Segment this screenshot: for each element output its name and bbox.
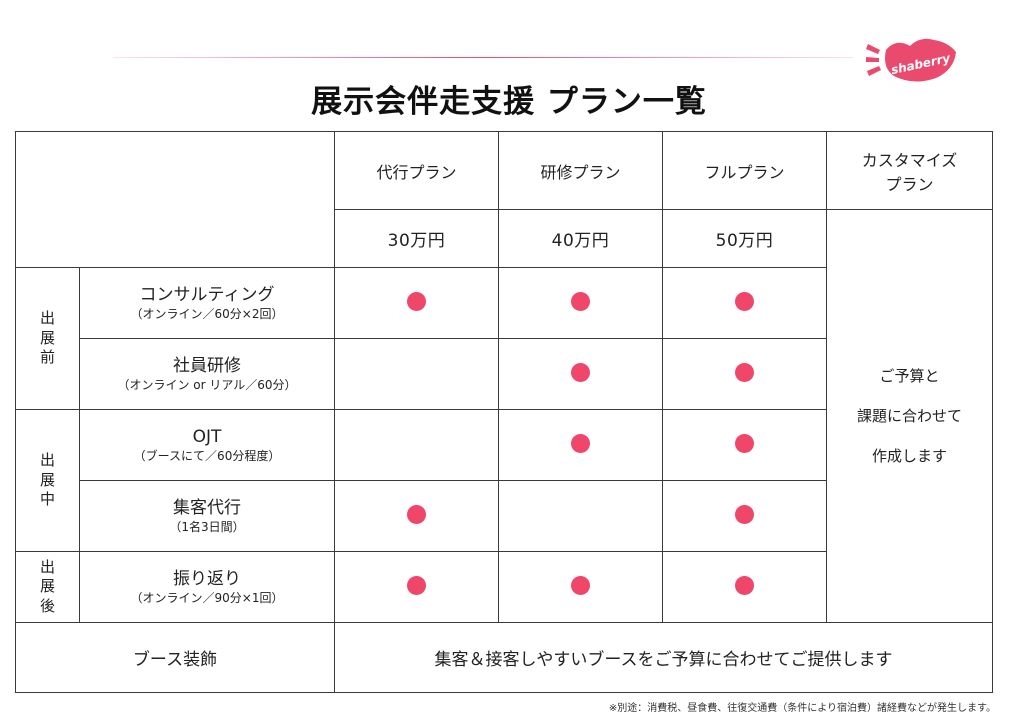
footnote: ※別途：消費税、昼食費、往復交通費（条件により宿泊費）諸経費などが発生します。 (608, 703, 996, 714)
included-mark (571, 362, 590, 382)
mark-cell (498, 409, 663, 481)
included-mark (571, 575, 590, 595)
included-mark (407, 291, 426, 311)
service-detail: （オンライン／90分×1回） (130, 590, 284, 605)
shaberry-logo: shaberry (866, 38, 956, 82)
included-mark (571, 433, 590, 453)
plan-name-cell: 代行プラン (334, 131, 499, 210)
phase-label: 出展中 (39, 451, 55, 509)
included-mark (735, 362, 754, 382)
phase-cell: 出展中 (15, 409, 80, 552)
price-cell: 30万円 (334, 209, 499, 268)
included-mark (735, 291, 754, 311)
included-mark (735, 433, 754, 453)
mark-cell (334, 267, 499, 339)
plan-name-cell: フルプラン (662, 131, 827, 210)
plan-price: 40万円 (551, 231, 610, 251)
plan-price: 30万円 (387, 231, 446, 251)
price-row: 30万円 40万円 50万円 ご予算と 課題に合わせて 作成します (16, 209, 993, 623)
mark-cell (662, 409, 827, 481)
mark-cell (498, 480, 663, 552)
included-mark (735, 575, 754, 595)
plan-table: 代行プラン 研修プラン フルプラン カスタマイズ プラン 30万円 40万円 5… (15, 131, 993, 693)
service-cell: 社員研修 （オンライン or リアル／60分） (79, 338, 335, 410)
booth-row: ブース装飾 集客＆接客しやすいブースをご予算に合わせてご提供します (15, 622, 993, 693)
custom-description-line: 作成します (871, 447, 947, 465)
service-cell: 集客代行 （1名3日間） (79, 480, 335, 552)
mark-cell (334, 338, 499, 410)
custom-plan-description: ご予算と 課題に合わせて 作成します (827, 356, 992, 476)
phase-cell: 出展後 (15, 551, 80, 623)
service-row: 集客代行 （1名3日間） (16, 480, 993, 552)
plan-name-cell: 研修プラン (498, 131, 663, 210)
included-mark (407, 504, 426, 524)
mark-cell (498, 551, 663, 623)
custom-plan-name: カスタマイズ (861, 150, 958, 170)
mark-cell (334, 551, 499, 623)
service-row: 出展前 コンサルティング （オンライン／60分×2回） (15, 267, 993, 410)
mark-cell (662, 480, 827, 552)
mark-cell (662, 338, 827, 410)
plan-name: 研修プラン (540, 162, 621, 182)
service-detail: （1名3日間） (169, 519, 245, 534)
service-row: 出展中 OJT （ブースにて／60分程度） (15, 409, 993, 552)
plan-name: 代行プラン (376, 162, 457, 182)
service-cell: OJT （ブースにて／60分程度） (79, 409, 335, 481)
service-name: 振り返り (173, 568, 241, 589)
service-name: OJT (192, 426, 222, 447)
mark-cell (498, 338, 663, 410)
booth-description: 集客＆接客しやすいブースをご予算に合わせてご提供します (434, 650, 893, 670)
phase-label: 出展後 (39, 557, 55, 615)
mark-cell (334, 409, 499, 481)
header-divider (113, 57, 853, 58)
service-detail: （オンライン or リアル／60分） (117, 377, 297, 392)
mark-cell (662, 267, 827, 339)
service-detail: （オンライン／60分×2回） (130, 306, 284, 321)
page-title: 展示会伴走支援 プラン一覧 (311, 84, 707, 120)
service-detail: （ブースにて／60分程度） (133, 448, 281, 463)
service-name: 社員研修 (173, 355, 241, 376)
mark-cell (334, 480, 499, 552)
phase-label: 出展前 (39, 309, 55, 367)
booth-description-cell: 集客＆接客しやすいブースをご予算に合わせてご提供します (334, 622, 993, 693)
mark-cell (662, 551, 827, 623)
included-mark (735, 504, 754, 524)
included-mark (571, 291, 590, 311)
custom-description-line: 課題に合わせて (856, 407, 962, 425)
price-cell: 40万円 (498, 209, 663, 268)
custom-plan-name: プラン (885, 174, 934, 194)
service-name: 集客代行 (173, 497, 241, 518)
custom-plan-name-cell: カスタマイズ プラン (826, 131, 993, 210)
service-name: コンサルティング (139, 284, 275, 305)
plan-name: フルプラン (704, 162, 785, 182)
booth-label: ブース装飾 (132, 650, 218, 670)
plan-price: 50万円 (715, 231, 774, 251)
plan-name-row: 代行プラン 研修プラン フルプラン カスタマイズ プラン (15, 131, 993, 268)
price-cell: 50万円 (662, 209, 827, 268)
service-row: 出展後 振り返り （オンライン／90分×1回） (15, 551, 993, 623)
custom-description-line: ご予算と (879, 367, 940, 385)
service-cell: コンサルティング （オンライン／60分×2回） (79, 267, 335, 339)
custom-plan-description-cell: ご予算と 課題に合わせて 作成します (826, 209, 993, 623)
included-mark (407, 575, 426, 595)
mark-cell (498, 267, 663, 339)
phase-cell: 出展前 (15, 267, 80, 410)
booth-label-cell: ブース装飾 (15, 622, 335, 693)
service-cell: 振り返り （オンライン／90分×1回） (79, 551, 335, 623)
header-empty-cell (15, 131, 335, 268)
